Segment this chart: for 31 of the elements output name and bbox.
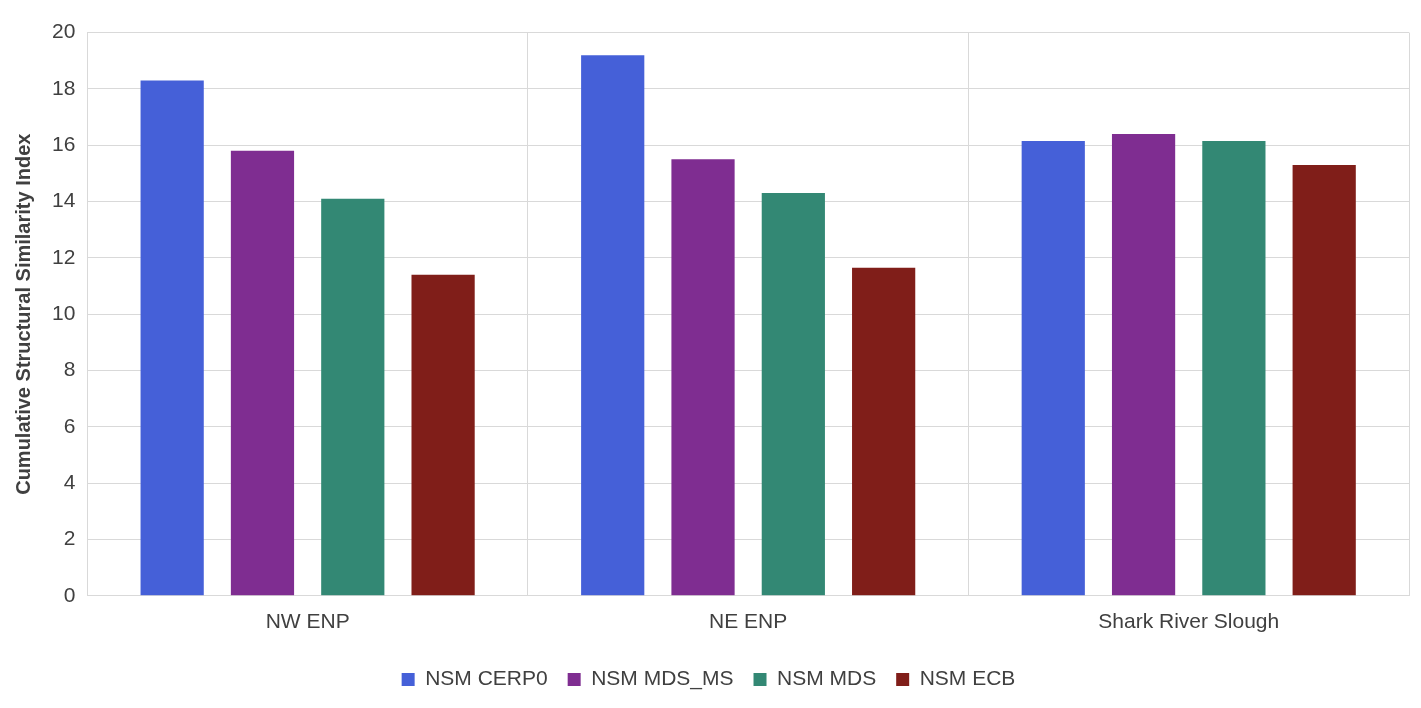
bar bbox=[411, 274, 475, 596]
y-tick-label: 20 bbox=[52, 19, 76, 43]
y-tick-label: 12 bbox=[52, 244, 76, 268]
x-tick-label: NE ENP bbox=[709, 609, 788, 633]
bar bbox=[230, 150, 295, 596]
legend-label: NSM MDS bbox=[777, 666, 877, 690]
y-tick-label: 10 bbox=[52, 301, 76, 324]
x-tick-label: NW ENP bbox=[265, 609, 350, 633]
y-tick-label: 16 bbox=[52, 132, 76, 156]
bar bbox=[1202, 141, 1266, 596]
y-tick-label: 18 bbox=[52, 75, 76, 99]
legend-label: NSM ECB bbox=[919, 666, 1016, 690]
bar bbox=[140, 80, 204, 596]
bar bbox=[1111, 133, 1176, 596]
y-tick-label: 14 bbox=[52, 188, 76, 212]
bar bbox=[852, 267, 916, 596]
bar bbox=[761, 193, 825, 596]
bar bbox=[581, 55, 645, 596]
bar bbox=[321, 198, 385, 596]
legend-label: NSM MDS_MS bbox=[591, 666, 734, 691]
y-tick-label: 2 bbox=[63, 526, 76, 550]
y-axis-title: Cumulative Structural Similarity Index bbox=[11, 133, 34, 495]
y-tick-label: 0 bbox=[63, 582, 76, 606]
x-tick-label: Shark River Slough bbox=[1098, 609, 1280, 633]
legend-label: NSM CERP0 bbox=[425, 666, 548, 690]
bar bbox=[1021, 141, 1085, 596]
bar bbox=[1292, 164, 1356, 596]
y-tick-label: 6 bbox=[63, 413, 76, 437]
y-tick-label: 8 bbox=[63, 357, 76, 381]
y-tick-label: 4 bbox=[63, 469, 76, 493]
bar bbox=[671, 159, 735, 596]
